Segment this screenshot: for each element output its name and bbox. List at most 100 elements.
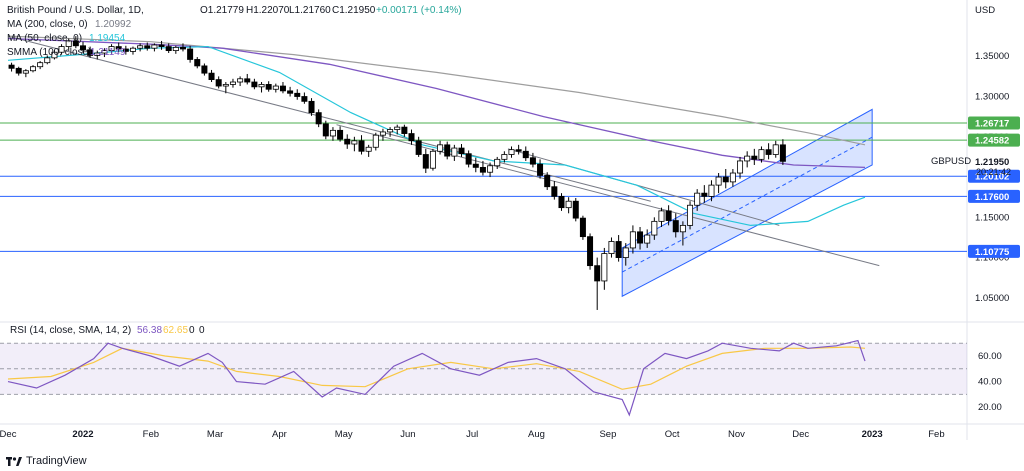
candle-body bbox=[137, 45, 144, 49]
price-tag-bg-5 bbox=[968, 244, 1020, 258]
candle-body bbox=[29, 66, 36, 72]
candle-body bbox=[565, 200, 572, 209]
candle-body bbox=[344, 138, 351, 145]
candle-body bbox=[144, 45, 151, 49]
candle-body bbox=[779, 144, 786, 162]
candle-body bbox=[415, 140, 422, 155]
horizontal-levels bbox=[0, 122, 967, 252]
candle-body bbox=[287, 90, 294, 94]
rsi-value: 56.38 bbox=[137, 325, 162, 336]
candle-body bbox=[158, 44, 165, 47]
channel-line-0 bbox=[7, 35, 651, 202]
candle-body bbox=[687, 204, 694, 226]
rsi-tick-1: 40.00 bbox=[978, 377, 1002, 388]
rsi-extra-1: 0 bbox=[189, 325, 195, 336]
candle-body bbox=[72, 40, 79, 47]
up-channel-midline bbox=[621, 136, 873, 273]
legend: British Pound / U.S. Dollar, 1D, O1.2177… bbox=[7, 5, 1011, 336]
candle-body bbox=[365, 146, 372, 152]
currency-label: USD bbox=[975, 5, 995, 16]
tradingview-brand-text: TradingView bbox=[26, 455, 87, 467]
candle-body bbox=[279, 85, 286, 92]
price-tag-label-1: 1.24582 bbox=[975, 136, 1009, 147]
rsi-tick-0: 60.00 bbox=[978, 351, 1002, 362]
rsi-pane bbox=[0, 339, 967, 417]
candle-body bbox=[422, 154, 429, 169]
channel-line-2 bbox=[507, 148, 780, 226]
tradingview-logo-icon bbox=[6, 456, 22, 466]
candle-body bbox=[79, 45, 86, 51]
candle-body bbox=[337, 129, 344, 140]
candle-body bbox=[558, 195, 565, 209]
candle-body bbox=[401, 126, 408, 134]
candle-body bbox=[501, 154, 508, 160]
candle-body bbox=[487, 165, 494, 173]
symbol-label: GBPUSD bbox=[931, 156, 971, 167]
candle-body bbox=[122, 48, 129, 52]
candle-body bbox=[408, 133, 415, 142]
candle-body bbox=[244, 78, 251, 83]
candle-body bbox=[444, 144, 451, 157]
rsi-title: RSI (14, close, SMA, 14, 2) bbox=[10, 325, 131, 336]
candle-body bbox=[594, 265, 601, 282]
price-tick-4: 1.15000 bbox=[975, 212, 1009, 223]
time-label-3: Mar bbox=[207, 429, 223, 440]
candle-body bbox=[351, 140, 358, 145]
ohlc-close: C1.21950 bbox=[332, 5, 376, 16]
candle-body bbox=[172, 46, 179, 52]
candle-body bbox=[515, 149, 522, 152]
candle-body bbox=[15, 67, 22, 74]
price-axis[interactable]: 1.350001.300001.250001.200001.150001.100… bbox=[968, 51, 1020, 413]
time-label-2: Feb bbox=[143, 429, 159, 440]
candle-body bbox=[101, 50, 108, 54]
up-channel bbox=[621, 108, 873, 298]
tradingview-brand[interactable]: TradingView bbox=[6, 455, 87, 467]
price-tag-bg-1 bbox=[968, 133, 1020, 147]
candle-body bbox=[151, 44, 158, 49]
price-tag-label-2: 1.21950 bbox=[975, 157, 1009, 168]
candle-body bbox=[58, 46, 65, 53]
indicator-smma100-name: SMMA (100, close) bbox=[7, 47, 91, 58]
time-label-6: Jun bbox=[400, 429, 415, 440]
time-label-11: Nov bbox=[728, 429, 745, 440]
candle-body bbox=[644, 234, 651, 244]
rsi-sma-line bbox=[7, 346, 866, 390]
price-tick-6: 1.05000 bbox=[975, 293, 1009, 304]
candle-body bbox=[508, 149, 515, 155]
candle-body bbox=[472, 163, 479, 168]
candle-body bbox=[379, 131, 386, 136]
candle-body bbox=[187, 48, 194, 60]
indicator-ma50-value: 1.19454 bbox=[89, 33, 126, 44]
grid bbox=[0, 0, 1024, 440]
candle-body bbox=[179, 46, 186, 50]
candle-body bbox=[322, 123, 329, 137]
candle-body bbox=[358, 140, 365, 152]
candle-body bbox=[308, 100, 315, 114]
time-axis[interactable]: Dec 2022 Feb Mar Apr May Jun Jul Aug Sep Oct Nov Dec… bbox=[0, 429, 945, 440]
candle-body bbox=[387, 129, 394, 133]
indicator-ma200-value: 1.20992 bbox=[95, 19, 132, 30]
time-label-13: 2023 bbox=[862, 429, 883, 440]
price-tag-label-0: 1.26717 bbox=[975, 118, 1009, 129]
candle-body bbox=[729, 172, 736, 183]
time-label-14: Feb bbox=[928, 429, 944, 440]
up-channel-band bbox=[621, 108, 873, 298]
candle-body bbox=[294, 92, 301, 97]
candle-body bbox=[608, 241, 615, 254]
time-label-8: Aug bbox=[528, 429, 545, 440]
candle-body bbox=[722, 176, 729, 183]
candle-body bbox=[744, 155, 751, 162]
candle-body bbox=[201, 65, 208, 74]
time-label-4: Apr bbox=[272, 429, 287, 440]
time-label-9: Sep bbox=[599, 429, 616, 440]
indicator-smma100-value: 1.21149 bbox=[90, 47, 126, 58]
candle-body bbox=[437, 144, 444, 152]
candle-body bbox=[108, 46, 115, 52]
countdown: 20:21:42 bbox=[976, 167, 1011, 177]
candle-body bbox=[129, 47, 136, 52]
rsi-line bbox=[7, 339, 866, 417]
candle-body bbox=[772, 144, 779, 155]
time-label-1: 2022 bbox=[72, 429, 93, 440]
candle-body bbox=[587, 236, 594, 267]
